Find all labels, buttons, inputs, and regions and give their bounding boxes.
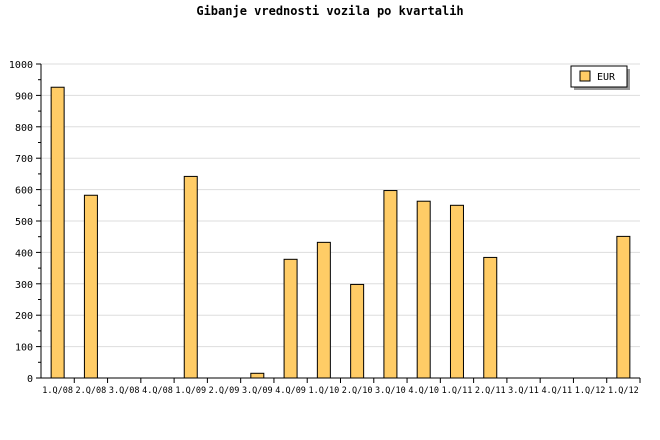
bar xyxy=(383,190,398,379)
x-tick-label: 1.Q/09 xyxy=(175,386,206,396)
y-tick-label: 1000 xyxy=(9,60,33,71)
bar xyxy=(416,200,431,379)
bar xyxy=(350,283,365,379)
y-tick-label: 500 xyxy=(15,217,33,228)
x-tick-label: 1.Q/12 xyxy=(608,386,639,396)
y-tick-label: 100 xyxy=(15,343,33,354)
x-tick-label: 3.Q/08 xyxy=(109,386,140,396)
chart-title: Gibanje vrednosti vozila po kvartalih xyxy=(196,4,463,18)
y-tick-label: 300 xyxy=(15,280,33,291)
x-tick-label: 4.Q/09 xyxy=(275,386,306,396)
x-tick-label: 2.Q/11 xyxy=(475,386,506,396)
y-tick-label: 700 xyxy=(15,154,33,165)
y-tick-label: 200 xyxy=(15,311,33,322)
x-tick-label: 3.Q/11 xyxy=(508,386,539,396)
x-tick-label: 2.Q/10 xyxy=(342,386,373,396)
legend-label: EUR xyxy=(597,72,616,83)
x-tick-label: 2.Q/08 xyxy=(76,386,107,396)
bar xyxy=(616,235,631,379)
x-tick-label: 1.Q/08 xyxy=(42,386,73,396)
x-tick-label: 1.Q/12 xyxy=(575,386,606,396)
y-tick-label: 400 xyxy=(15,248,33,259)
x-tick-label: 3.Q/10 xyxy=(375,386,406,396)
bar xyxy=(50,86,65,379)
bar xyxy=(83,194,98,379)
x-tick-label: 4.Q/08 xyxy=(142,386,173,396)
x-tick-label: 1.Q/11 xyxy=(442,386,473,396)
x-tick-label: 3.Q/09 xyxy=(242,386,273,396)
y-tick-label: 0 xyxy=(27,374,33,385)
x-tick-label: 1.Q/10 xyxy=(309,386,340,396)
bar xyxy=(483,256,498,379)
x-tick-label: 2.Q/09 xyxy=(209,386,240,396)
bar xyxy=(283,258,298,379)
x-tick-label: 4.Q/11 xyxy=(541,386,572,396)
legend: EUR xyxy=(570,65,630,90)
bar xyxy=(183,175,198,379)
bar xyxy=(250,372,265,379)
y-tick-label: 800 xyxy=(15,123,33,134)
y-tick-label: 900 xyxy=(15,91,33,102)
legend-swatch xyxy=(579,70,591,82)
bars xyxy=(50,86,631,379)
bar xyxy=(449,204,464,379)
y-tick-label: 600 xyxy=(15,186,33,197)
bar xyxy=(316,241,331,379)
x-tick-label: 4.Q/10 xyxy=(408,386,439,396)
grid xyxy=(41,63,640,348)
